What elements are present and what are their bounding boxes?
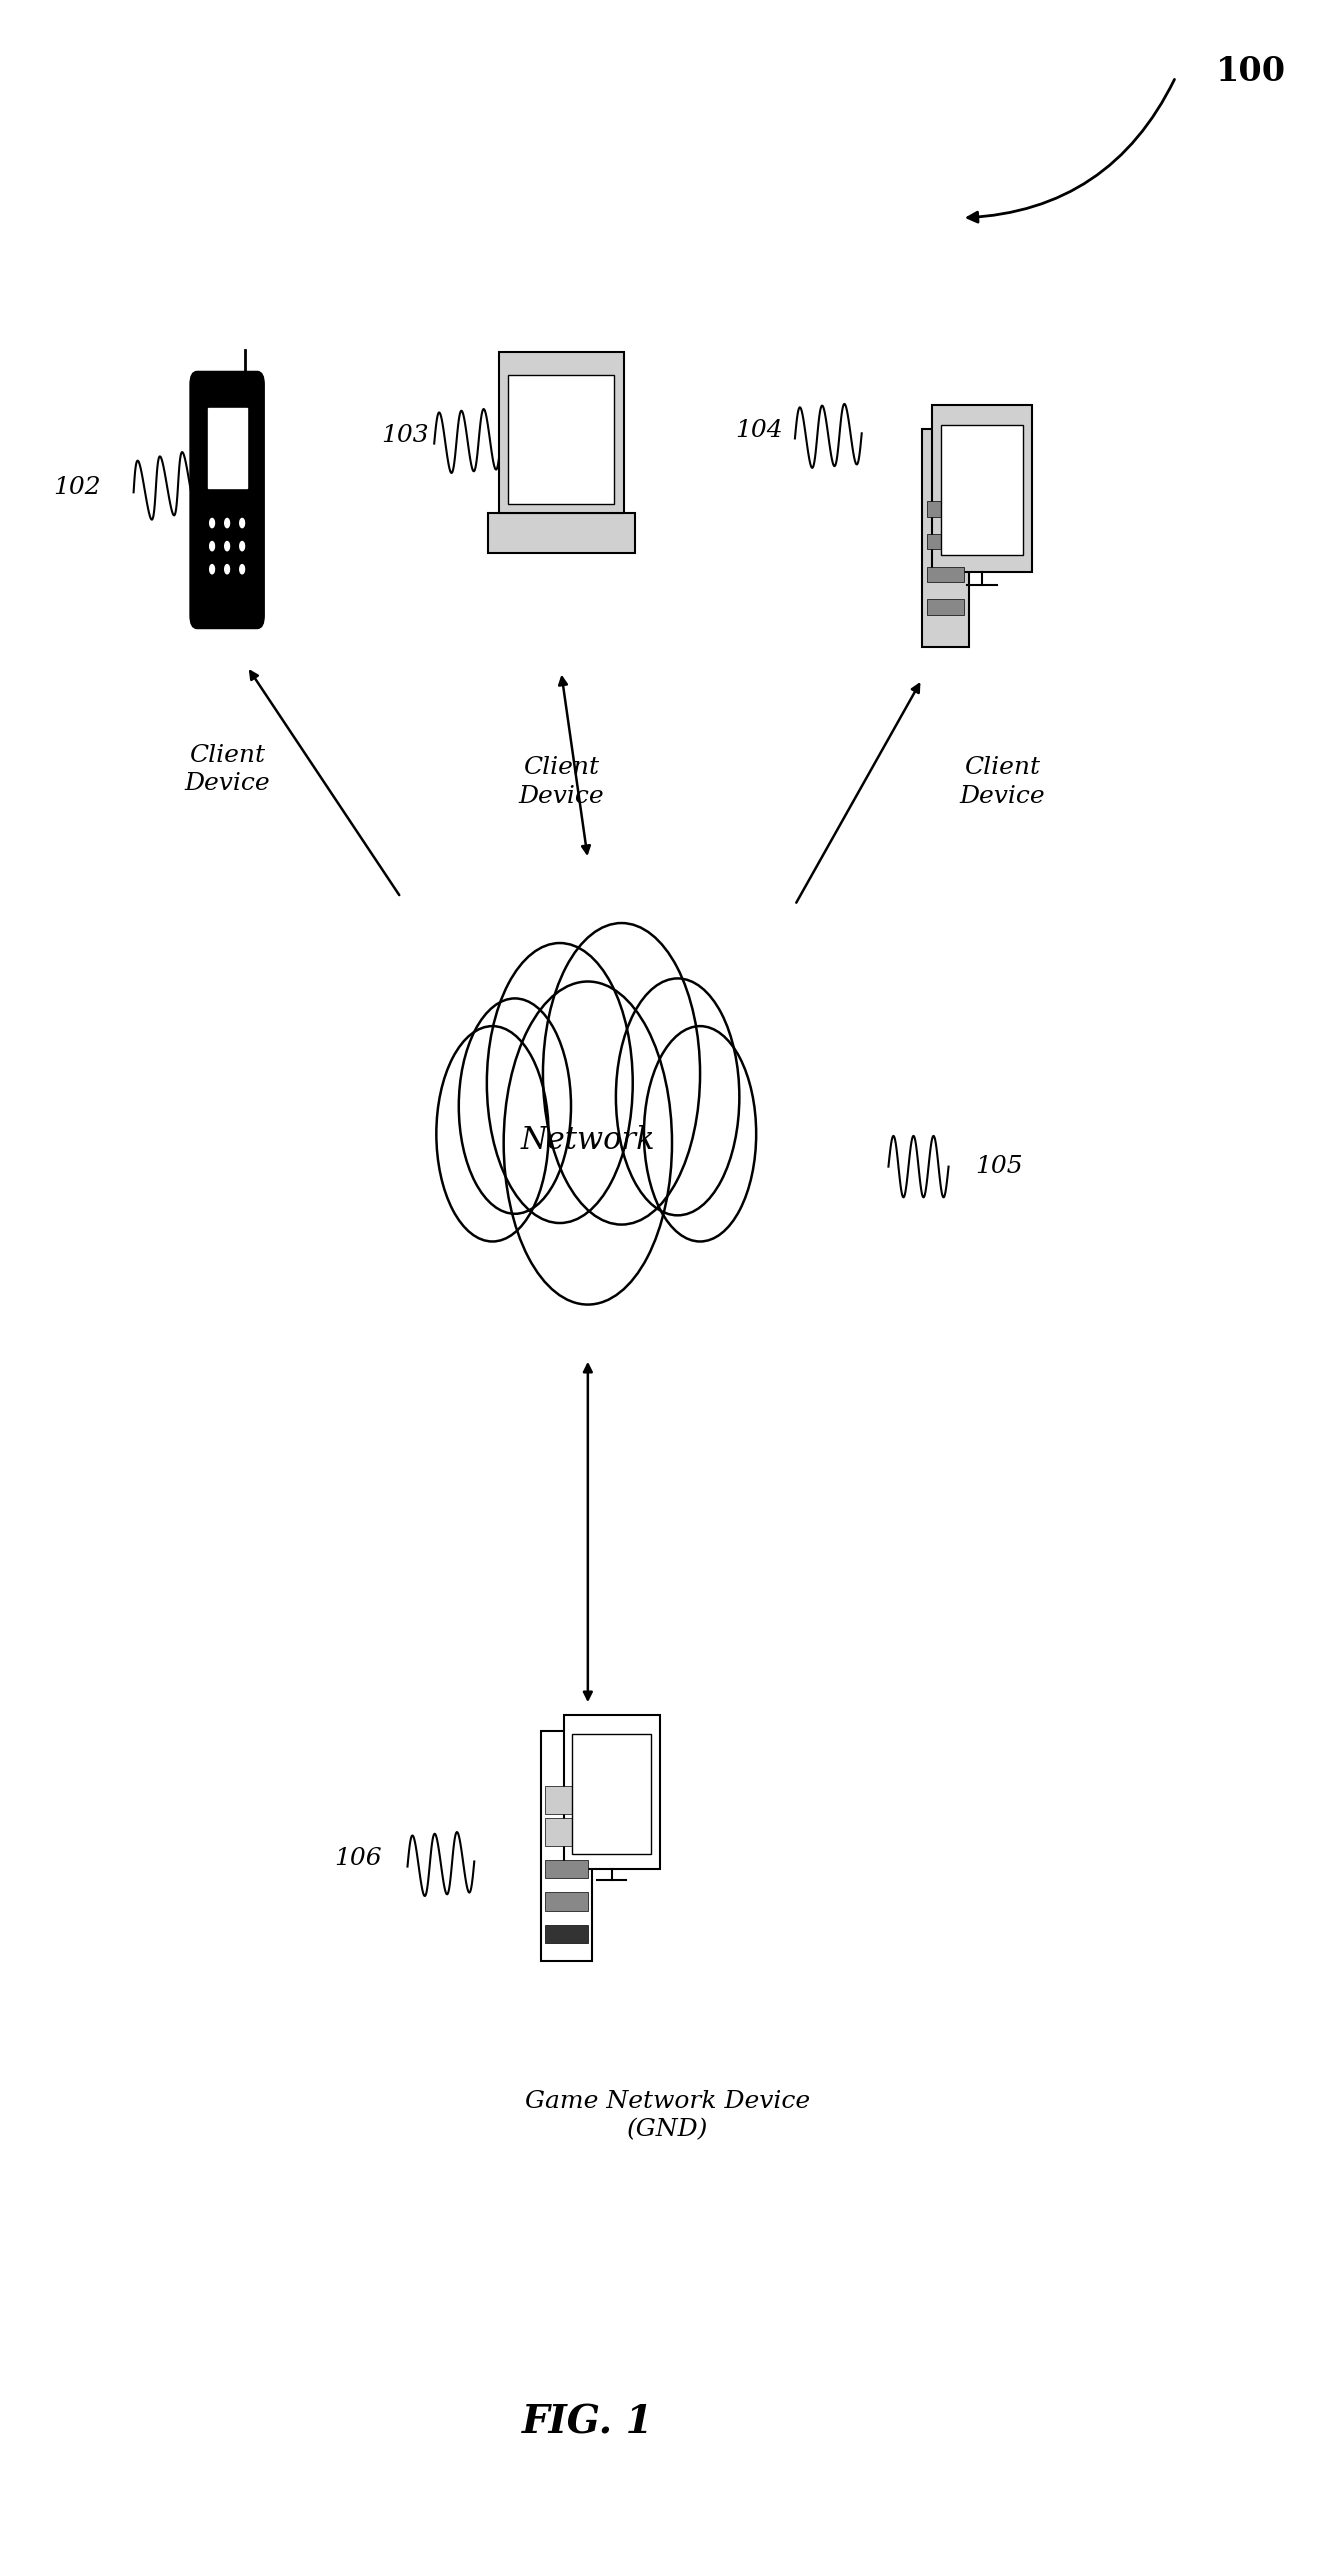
Bar: [498, 351, 624, 513]
Circle shape: [437, 1026, 549, 1241]
Bar: [541, 1731, 592, 1961]
Circle shape: [458, 997, 570, 1213]
Bar: [545, 1859, 588, 1879]
Bar: [564, 1715, 660, 1869]
Text: 100: 100: [1216, 56, 1285, 87]
Bar: [941, 426, 1023, 556]
Circle shape: [542, 923, 700, 1226]
Text: 103: 103: [381, 426, 429, 446]
Bar: [926, 503, 963, 518]
Bar: [933, 405, 1031, 572]
Bar: [926, 600, 963, 615]
Bar: [572, 1733, 652, 1854]
Text: 102: 102: [53, 477, 102, 497]
Circle shape: [239, 518, 244, 528]
Circle shape: [239, 564, 244, 574]
Bar: [922, 431, 969, 649]
Bar: [545, 1926, 588, 1944]
Text: Client
Device: Client Device: [959, 756, 1045, 808]
Text: FIG. 1: FIG. 1: [522, 2405, 653, 2441]
Text: Network: Network: [521, 1126, 655, 1156]
Bar: [926, 533, 963, 549]
Bar: [545, 1892, 588, 1910]
Circle shape: [239, 541, 244, 551]
Text: Client
Device: Client Device: [518, 756, 604, 808]
Circle shape: [224, 541, 230, 551]
Circle shape: [224, 564, 230, 574]
Text: 104: 104: [735, 420, 783, 441]
Circle shape: [486, 944, 633, 1223]
Circle shape: [616, 979, 739, 1215]
Circle shape: [210, 541, 215, 551]
Circle shape: [210, 564, 215, 574]
Text: Game Network Device
(GND): Game Network Device (GND): [525, 2090, 811, 2141]
FancyBboxPatch shape: [191, 372, 263, 628]
Text: 105: 105: [975, 1156, 1023, 1177]
Text: Client
Device: Client Device: [184, 744, 270, 795]
Circle shape: [504, 982, 672, 1305]
Bar: [545, 1787, 588, 1813]
Circle shape: [224, 518, 230, 528]
Bar: [488, 513, 635, 554]
Bar: [545, 1818, 588, 1846]
FancyArrowPatch shape: [967, 79, 1174, 223]
Bar: [926, 567, 963, 582]
Text: 106: 106: [334, 1849, 382, 1869]
Bar: [508, 374, 615, 505]
Bar: [207, 408, 247, 490]
Circle shape: [644, 1026, 756, 1241]
Circle shape: [210, 518, 215, 528]
